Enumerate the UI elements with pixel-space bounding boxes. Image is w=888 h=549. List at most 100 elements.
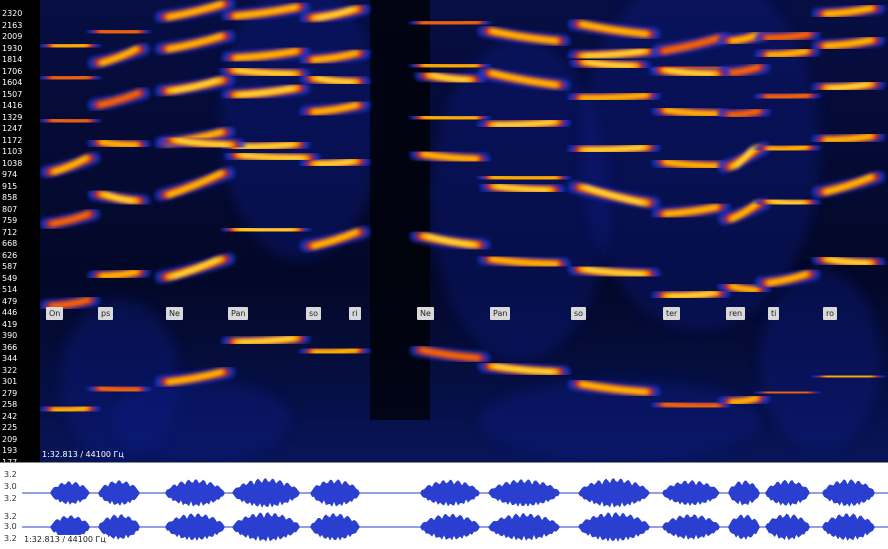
- harmonic-streak: [824, 6, 873, 16]
- frequency-tick-label: 668: [2, 239, 18, 248]
- harmonic-streak: [234, 49, 298, 60]
- syllable-label[interactable]: Ne: [417, 307, 434, 320]
- waveform-burst: [420, 479, 480, 507]
- harmonic-streak: [735, 147, 753, 168]
- harmonic-streak: [97, 28, 141, 36]
- frequency-tick: 549: [0, 274, 40, 284]
- syllable-label[interactable]: ri: [349, 307, 361, 320]
- harmonic-streak: [764, 92, 811, 100]
- frequency-tick-label: 225: [2, 423, 18, 432]
- frequency-tick: 258: [0, 400, 40, 410]
- frequency-tick: 177: [0, 458, 40, 463]
- frequency-tick: 322: [0, 366, 40, 376]
- waveform-burst: [488, 513, 560, 541]
- harmonic-streak: [432, 74, 468, 81]
- frequency-tick: 514: [0, 285, 40, 295]
- harmonic-streak: [100, 47, 138, 65]
- harmonic-streak: [664, 160, 718, 168]
- frequency-tick: 2320: [0, 9, 40, 19]
- waveform-burst: [765, 513, 810, 541]
- syllable-label[interactable]: On: [46, 307, 64, 320]
- spectrogram-panel[interactable]: 2320 2163 2009 1930 1814 1706 1604 1507 1416 1329…: [0, 0, 888, 462]
- frequency-tick: 2009: [0, 32, 40, 42]
- frequency-tick: 242: [0, 412, 40, 422]
- harmonic-streak: [167, 2, 223, 19]
- frequency-tick-label: 279: [2, 388, 18, 398]
- harmonic-streak: [52, 406, 88, 413]
- frequency-tick: 668: [0, 239, 40, 249]
- waveform-burst: [765, 479, 810, 507]
- frequency-tick: 479: [0, 297, 40, 307]
- harmonic-streak: [772, 200, 803, 205]
- waveform-burst: [728, 514, 760, 540]
- frequency-tick: 807: [0, 205, 40, 215]
- frequency-tick-label: 419: [2, 319, 18, 329]
- harmonic-streak: [669, 292, 713, 298]
- amplitude-tick-label: 3.2: [4, 512, 17, 521]
- amplitude-tick-label: 3.0: [4, 522, 17, 531]
- syllable-label[interactable]: so: [571, 307, 587, 320]
- syllable-label[interactable]: Pan: [228, 307, 249, 320]
- waveform-burst: [98, 514, 140, 540]
- spectrogram-image: [40, 0, 888, 462]
- waveform-burst: [165, 479, 225, 507]
- harmonic-streak: [242, 154, 303, 160]
- frequency-tick: 915: [0, 182, 40, 192]
- syllable-label[interactable]: ps: [98, 307, 114, 320]
- harmonic-streak: [234, 5, 298, 18]
- syllable-label[interactable]: ro: [823, 307, 838, 320]
- harmonic-streak: [490, 257, 558, 266]
- harmonic-streak: [239, 228, 293, 232]
- waveform-burst: [310, 513, 360, 541]
- harmonic-streak: [312, 230, 358, 248]
- harmonic-streak: [490, 29, 558, 43]
- harmonic-streak: [177, 139, 228, 146]
- frequency-tick-label: 479: [2, 296, 18, 306]
- frequency-tick-label: 2163: [2, 20, 23, 30]
- frequency-tick-label: 1930: [2, 43, 23, 53]
- harmonic-streak: [239, 337, 293, 343]
- harmonic-streak: [52, 156, 88, 174]
- frequency-tick: 1038: [0, 159, 40, 169]
- frequency-tick: 366: [0, 343, 40, 353]
- waveform-panel[interactable]: 3.2 3.0 3.2 3.2 3.0 3.2 1:32.813 / 44100 Гц: [0, 462, 888, 549]
- harmonic-streak: [829, 83, 868, 89]
- waveform-burst: [420, 513, 480, 541]
- harmonic-streak: [419, 347, 481, 361]
- syllable-label[interactable]: so: [306, 307, 322, 320]
- harmonic-streak: [727, 108, 761, 118]
- frequency-tick-label: 193: [2, 446, 18, 455]
- frequency-tick-label: 858: [2, 193, 18, 202]
- syllable-label[interactable]: ter: [663, 307, 681, 320]
- harmonic-streak: [495, 365, 553, 373]
- frequency-tick-label: 759: [2, 216, 18, 225]
- frequency-tick: 1247: [0, 124, 40, 134]
- frequency-tick: 446: [0, 308, 40, 318]
- frequency-tick: 1329: [0, 113, 40, 123]
- frequency-tick-label: 301: [2, 377, 18, 386]
- harmonic-streak: [585, 268, 643, 275]
- frequency-tick-label: 1172: [2, 135, 23, 145]
- syllable-label[interactable]: Pan: [490, 307, 511, 320]
- harmonic-streak: [727, 64, 761, 76]
- frequency-tick-label: 2320: [2, 9, 23, 18]
- harmonic-streak: [767, 272, 808, 285]
- syllable-label[interactable]: ti: [768, 307, 780, 320]
- harmonic-streak: [829, 258, 868, 264]
- waveform-burst: [98, 480, 140, 506]
- frequency-tick: 1507: [0, 90, 40, 100]
- frequency-tick-label: 915: [2, 181, 18, 191]
- harmonic-streak: [105, 193, 133, 202]
- syllable-label[interactable]: ren: [726, 307, 746, 320]
- frequency-tick: 1604: [0, 78, 40, 88]
- harmonic-streak: [422, 63, 478, 69]
- frequency-tick-label: 807: [2, 204, 18, 214]
- harmonic-streak: [172, 258, 218, 278]
- frequency-tick-label: 322: [2, 365, 18, 375]
- syllable-label[interactable]: Ne: [166, 307, 183, 320]
- waveform-time-info: 1:32.813 / 44100 Гц: [22, 535, 108, 544]
- harmonic-streak: [422, 115, 478, 121]
- waveform-burst: [50, 481, 90, 505]
- frequency-tick-label: 1604: [2, 78, 23, 87]
